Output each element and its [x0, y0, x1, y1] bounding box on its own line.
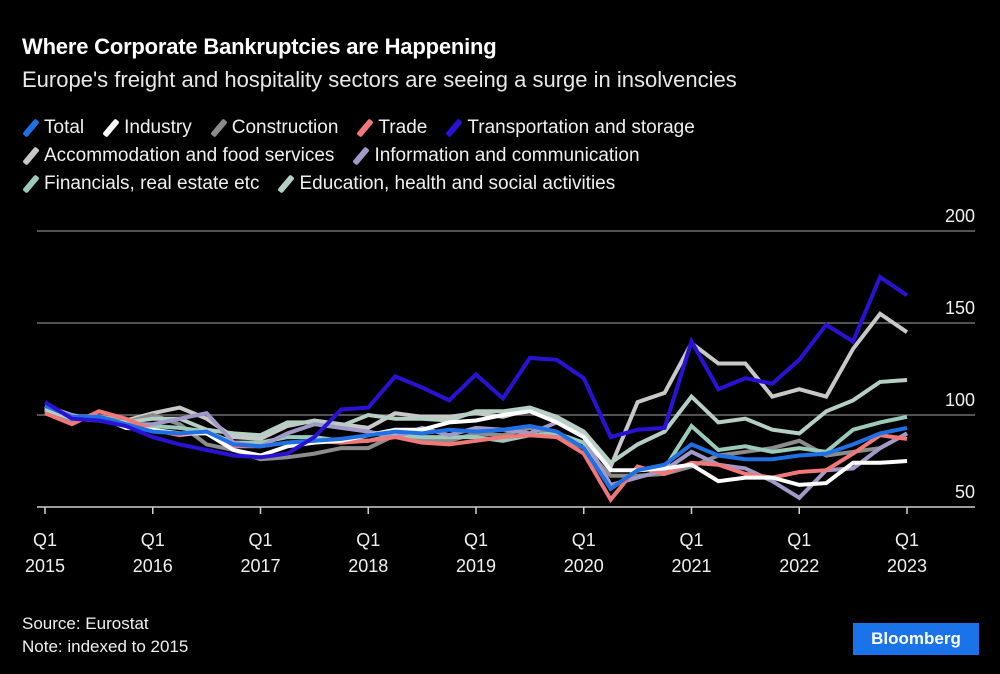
- x-tick-label-year: 2023: [887, 556, 927, 576]
- legend-item: Information and communication: [352, 142, 640, 170]
- legend-label: Total: [44, 117, 85, 138]
- legend-item: Trade: [356, 114, 427, 142]
- x-tick-label-quarter: Q1: [248, 530, 272, 550]
- bloomberg-logo: Bloomberg: [853, 623, 979, 655]
- legend-label: Financials, real estate etc: [44, 173, 260, 194]
- legend-item: Industry: [102, 114, 192, 142]
- legend-item: Accommodation and food services: [22, 142, 334, 170]
- series-line-education-health-and-social-activities: [44, 378, 908, 466]
- x-tick-label-year: 2021: [671, 556, 711, 576]
- note-text: Note: indexed to 2015: [22, 637, 189, 656]
- legend-item: Education, health and social activities: [277, 170, 615, 198]
- x-tick-label-quarter: Q1: [572, 530, 596, 550]
- legend-item: Total: [22, 114, 84, 142]
- y-tick-label: 50: [955, 482, 975, 502]
- legend-item: Financials, real estate etc: [22, 170, 259, 198]
- legend-item: Construction: [210, 114, 339, 142]
- x-tick-label-quarter: Q1: [464, 530, 488, 550]
- legend: Total Industry Construction Trade Transporta…: [22, 114, 922, 198]
- legend-label: Transportation and storage: [467, 117, 695, 138]
- series-line-financials-real-estate-etc: [44, 405, 908, 492]
- x-tick-label-quarter: Q1: [356, 530, 380, 550]
- legend-label: Information and communication: [374, 145, 640, 166]
- y-tick-label: 200: [945, 206, 975, 226]
- legend-label: Industry: [124, 117, 192, 138]
- chart-subtitle: Europe's freight and hospitality sectors…: [22, 67, 737, 92]
- legend-label: Education, health and social activities: [299, 173, 616, 194]
- legend-row: Accommodation and food services Informati…: [22, 142, 922, 170]
- series-line-total: [44, 403, 908, 492]
- chart-title: Where Corporate Bankruptcies are Happeni…: [22, 34, 497, 59]
- x-tick-label-year: 2019: [456, 556, 496, 576]
- legend-label: Accommodation and food services: [44, 145, 335, 166]
- x-tick-label-quarter: Q1: [141, 530, 165, 550]
- x-tick-label-quarter: Q1: [787, 530, 811, 550]
- x-tick-label-year: 2015: [25, 556, 65, 576]
- y-tick-label: 100: [945, 390, 975, 410]
- x-tick-label-quarter: Q1: [895, 530, 919, 550]
- x-tick-label-year: 2020: [564, 556, 604, 576]
- x-tick-label-quarter: Q1: [33, 530, 57, 550]
- legend-item: Transportation and storage: [445, 114, 695, 142]
- source-note: Source: Eurostat Note: indexed to 2015: [22, 612, 188, 658]
- x-tick-label-year: 2016: [133, 556, 173, 576]
- series-line-transportation-and-storage: [43, 273, 909, 460]
- x-tick-label-year: 2018: [348, 556, 388, 576]
- legend-row: Financials, real estate etc Education, he…: [22, 170, 922, 198]
- x-tick-label-year: 2017: [240, 556, 280, 576]
- legend-row: Total Industry Construction Trade Transporta…: [22, 114, 922, 142]
- source-text: Source: Eurostat: [22, 614, 149, 633]
- x-tick-label-year: 2022: [779, 556, 819, 576]
- legend-label: Trade: [378, 117, 428, 138]
- legend-label: Construction: [231, 117, 339, 138]
- y-tick-label: 150: [945, 298, 975, 318]
- x-tick-label-quarter: Q1: [679, 530, 703, 550]
